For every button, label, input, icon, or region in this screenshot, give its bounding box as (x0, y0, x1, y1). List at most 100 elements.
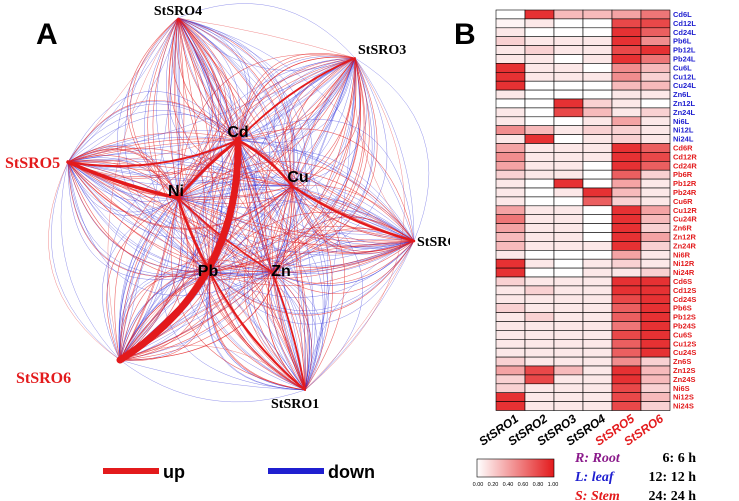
heatmap-cell (640, 89, 671, 100)
color-scale: 0.00 0.20 0.40 0.60 0.80 1.00 (473, 458, 558, 488)
heatmap-cell (553, 143, 584, 153)
down-edge (67, 161, 415, 253)
up-edge (119, 185, 293, 361)
down-edge (291, 57, 356, 187)
node-label-stsro4: StSRO4 (154, 4, 202, 19)
heatmap-cell (524, 276, 555, 287)
heatmap-cell (640, 169, 671, 180)
down-edge (177, 17, 294, 187)
up-edge (177, 57, 356, 199)
heatmap-cell (582, 401, 613, 411)
heatmap-cell (524, 36, 555, 46)
heatmap-cell (524, 196, 555, 207)
heatmap-cell (611, 312, 642, 322)
up-edge (291, 185, 306, 391)
heatmap-cell (640, 134, 671, 144)
up-edge (119, 139, 251, 361)
up-edge (177, 197, 415, 268)
heatmap-cell (553, 125, 584, 135)
row-label: Pb24S (673, 322, 696, 331)
up-edge (119, 185, 293, 361)
heatmap-cell (524, 374, 555, 385)
down-edge (119, 271, 211, 361)
heatmap-cell (553, 89, 584, 100)
heatmap-cell (524, 241, 555, 251)
row-label: Cu12R (673, 206, 697, 215)
scale-tick: 0.40 (503, 482, 514, 488)
heatmap-cell (495, 45, 526, 55)
down-edge (67, 161, 306, 391)
heatmap-cell (495, 330, 526, 340)
heatmap-cell (640, 338, 671, 349)
heatmap-cell (582, 80, 613, 91)
up-edge (271, 240, 415, 273)
heatmap-cell (640, 54, 671, 64)
row-label: Cu12L (673, 72, 696, 81)
heatmap-cell (611, 338, 642, 349)
heatmap-cell (524, 80, 555, 91)
heatmap-cell (495, 107, 526, 118)
heatmap-cell (611, 45, 642, 55)
down-edge (206, 271, 306, 391)
up-edge (215, 139, 306, 391)
heatmap-cell (553, 107, 584, 118)
heatmap-cell (611, 89, 642, 100)
down-edge (304, 240, 415, 391)
down-edge (51, 161, 121, 361)
row-label: Ni6L (673, 117, 690, 126)
down-edge (177, 3, 356, 59)
down-edge (209, 240, 415, 277)
up-edge (291, 57, 356, 187)
heatmap-cell (640, 143, 671, 153)
heatmap-cell (611, 116, 642, 127)
up-edge (291, 185, 415, 242)
heatmap-cell (495, 98, 526, 109)
up-edge (119, 197, 182, 361)
heatmap-cell (495, 116, 526, 127)
up-edge (276, 185, 306, 391)
up-edge (209, 271, 306, 391)
heatmap-cell (495, 338, 526, 349)
heatmap-cell (495, 250, 526, 260)
row-label: Ni24S (673, 402, 694, 411)
up-edge (177, 197, 415, 243)
up-edge (67, 160, 179, 199)
heatmap-cell (495, 276, 526, 287)
heatmap-cell (524, 107, 555, 118)
heatmap-cell (495, 365, 526, 376)
strong-up-edge (290, 184, 416, 243)
up-edge (177, 17, 211, 273)
down-edge (144, 17, 211, 273)
heatmap-cell (640, 312, 671, 322)
heatmap-cell (582, 392, 613, 402)
down-edge (67, 130, 415, 242)
up-edge (354, 57, 415, 242)
interaction-network: StSRO4 StSRO3 StSRO5 StSRO2 StSRO6 StSRO1 Cd Ni… (5, 3, 450, 482)
heatmap-cell (524, 383, 555, 393)
heatmap-cell (640, 107, 671, 118)
heatmap-cell (524, 401, 555, 411)
down-edge (177, 150, 415, 242)
down-edge (177, 176, 415, 242)
down-edge (291, 185, 415, 244)
heatmap-cell (524, 98, 555, 109)
legend-label-down: down (328, 462, 375, 482)
scale-tick: 0.20 (488, 482, 499, 488)
heatmap-cell (553, 205, 584, 216)
heatmap-cell (524, 63, 555, 73)
heatmap-cell (640, 27, 671, 37)
heatmap-cell (524, 18, 555, 29)
heatmap-cell (582, 187, 613, 198)
heatmap-cell (611, 285, 642, 296)
heatmap-cell (553, 134, 584, 144)
heatmap-cell (495, 54, 526, 64)
heatmap-cell (582, 178, 613, 189)
up-edge (119, 271, 273, 361)
row-label: Cd12R (673, 152, 697, 161)
row-label: Cd6R (673, 144, 693, 153)
heatmap-cell (524, 365, 555, 376)
heatmap-cell (524, 45, 555, 55)
down-edge (354, 57, 430, 242)
heatmap-cell (582, 285, 613, 296)
